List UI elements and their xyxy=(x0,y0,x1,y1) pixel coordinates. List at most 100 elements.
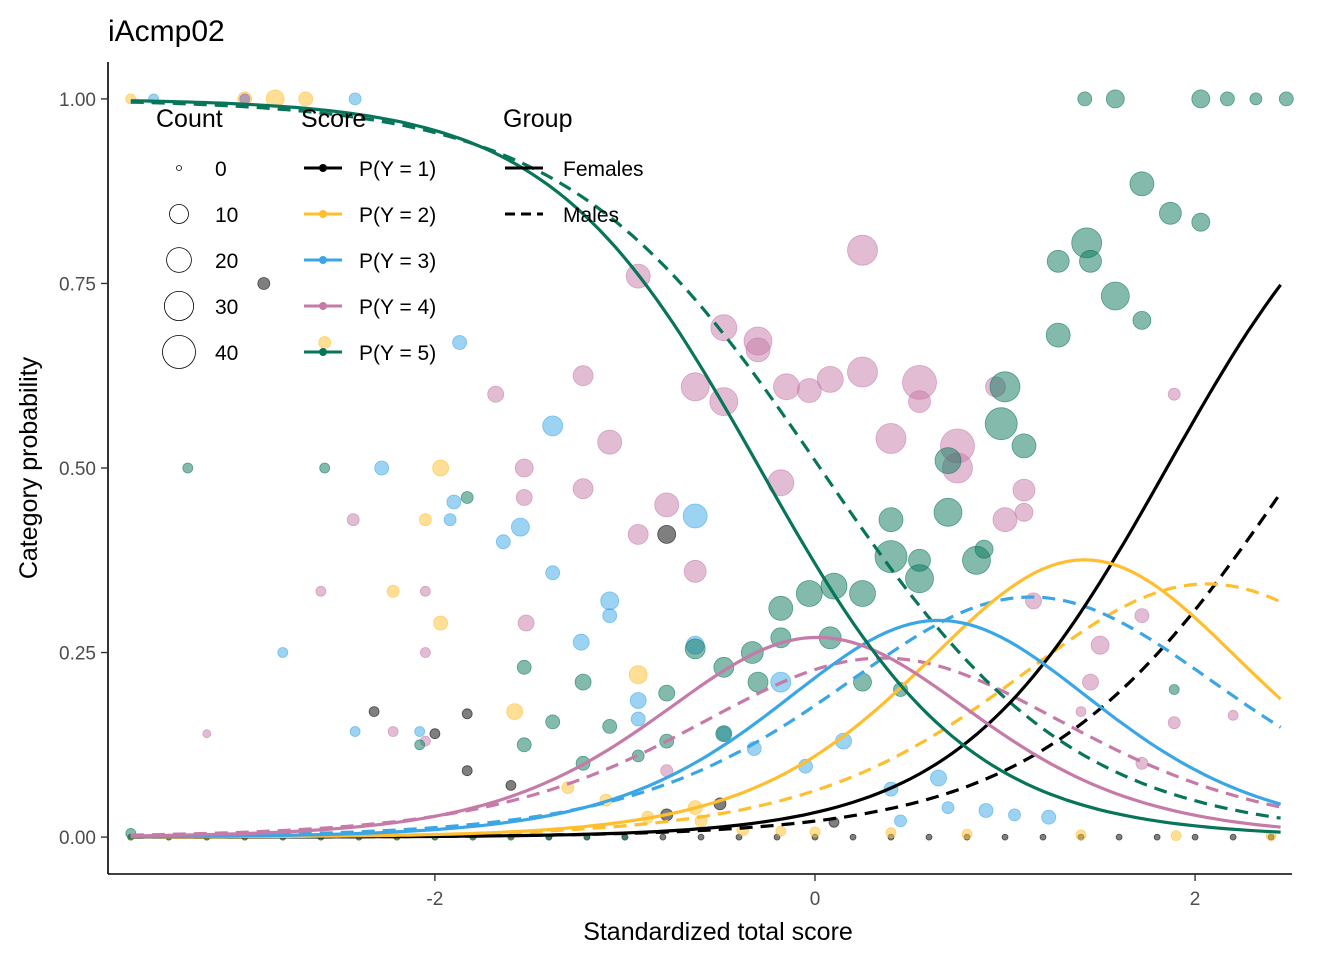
point-p4-41 xyxy=(1090,635,1110,655)
legend-key-p1-dot xyxy=(319,164,327,172)
point-p1-14 xyxy=(659,833,667,841)
curve-females-p2 xyxy=(130,558,1282,839)
point-p4-28 xyxy=(847,356,878,388)
point-p4-30 xyxy=(875,423,907,454)
point-p3-11 xyxy=(511,517,530,537)
point-p5-38 xyxy=(849,580,876,607)
legend-label-count: 40 xyxy=(215,342,238,365)
point-p5-41 xyxy=(874,540,908,573)
point-p5-15 xyxy=(182,462,194,474)
legend-label-count: 20 xyxy=(215,250,238,273)
point-p5-55 xyxy=(1105,89,1125,109)
legend-label-count: 10 xyxy=(215,204,238,227)
point-p3-2 xyxy=(348,92,362,106)
point-p1-34 xyxy=(461,765,473,777)
point-p5-40 xyxy=(878,507,904,533)
point-p3-8 xyxy=(452,335,468,350)
point-p2-15 xyxy=(318,336,332,349)
point-p5-37 xyxy=(820,572,848,600)
point-p3-6 xyxy=(414,726,426,737)
point-p5-60 xyxy=(1191,89,1211,109)
point-p1-36 xyxy=(505,780,517,791)
point-p5-62 xyxy=(1249,92,1263,106)
point-p3-5 xyxy=(374,460,390,476)
point-p4-5 xyxy=(419,585,431,597)
point-p5-24 xyxy=(602,719,618,734)
point-p2-13 xyxy=(265,89,285,109)
point-p5-65 xyxy=(1168,684,1180,695)
point-p5-26 xyxy=(658,684,676,702)
point-p5-49 xyxy=(1011,433,1037,459)
point-p3-9 xyxy=(446,494,462,510)
point-p4-42 xyxy=(1134,608,1150,623)
point-p3-15 xyxy=(600,591,620,611)
point-p3-32 xyxy=(941,801,955,814)
point-p4-29 xyxy=(847,234,878,266)
point-p4-14 xyxy=(597,429,623,455)
point-p5-25 xyxy=(631,749,645,763)
legend-group-title: Group xyxy=(503,105,572,133)
point-p2-29 xyxy=(809,826,821,838)
point-p4-2 xyxy=(315,585,327,597)
point-p2-23 xyxy=(628,665,648,685)
point-p2-33 xyxy=(1170,830,1182,841)
point-p1-29 xyxy=(1229,833,1237,841)
point-p3-3 xyxy=(277,647,289,658)
legend-group: Group Females Males xyxy=(503,105,644,227)
point-p4-10 xyxy=(514,458,534,478)
point-p3-30 xyxy=(1008,808,1021,822)
legend-label-p5: P(Y = 5) xyxy=(359,342,436,365)
point-p4-39 xyxy=(1025,592,1042,610)
point-p4-12 xyxy=(572,365,594,387)
point-p5-43 xyxy=(908,548,931,572)
point-p3-12 xyxy=(542,415,564,437)
y-tick-label: 0.50 xyxy=(59,459,96,480)
point-p3-13 xyxy=(545,565,561,581)
point-p4-45 xyxy=(1167,387,1181,401)
point-p1-24 xyxy=(1039,833,1047,841)
point-p2-31 xyxy=(961,828,973,840)
point-p5-35 xyxy=(795,580,823,607)
point-p1-31 xyxy=(257,277,271,290)
point-p3-20 xyxy=(682,503,708,529)
point-p2-18 xyxy=(432,459,450,477)
chart-title: iAcmp02 xyxy=(108,15,225,48)
point-p5-28 xyxy=(684,638,706,660)
point-p4-20 xyxy=(710,314,738,342)
point-p4-36 xyxy=(992,507,1018,533)
model-curves xyxy=(130,99,1282,839)
curve-females-p3 xyxy=(130,618,1282,839)
point-p1-38 xyxy=(657,525,677,544)
point-p4-25 xyxy=(773,373,800,401)
legend-label-p4: P(Y = 4) xyxy=(359,296,436,319)
point-p5-44 xyxy=(933,497,963,527)
point-p5-56 xyxy=(1129,171,1155,197)
legend: Count 0 10 20 30 40 Score P(Y = 1) P(Y = 2) P(… xyxy=(156,105,644,369)
point-p4-18 xyxy=(680,372,710,402)
point-p4-47 xyxy=(1075,706,1087,717)
legend-key-count-30 xyxy=(163,290,195,322)
point-p4-38 xyxy=(1014,502,1034,522)
point-p4-1 xyxy=(202,729,212,739)
point-p5-48 xyxy=(989,371,1021,403)
point-p2-19 xyxy=(433,615,449,631)
point-p3-17 xyxy=(630,711,646,727)
point-p3-28 xyxy=(930,769,947,787)
point-p3-31 xyxy=(1041,809,1057,825)
point-p3-18 xyxy=(629,692,647,709)
curve-females-p4 xyxy=(130,635,1281,838)
point-p5-21 xyxy=(545,714,561,730)
point-p5-63 xyxy=(1278,91,1294,107)
point-p5-57 xyxy=(1132,310,1152,330)
y-tick-label: 0.00 xyxy=(59,828,96,849)
legend-key-count-20 xyxy=(166,247,192,273)
point-p1-32 xyxy=(368,706,380,717)
point-p5-20 xyxy=(516,659,532,675)
x-axis-label: Standardized total score xyxy=(583,918,853,946)
point-p1-26 xyxy=(1115,833,1123,841)
legend-key-p4-dot xyxy=(319,302,327,310)
legend-label-p3: P(Y = 3) xyxy=(359,250,436,273)
legend-label-p2: P(Y = 2) xyxy=(359,204,436,227)
legend-label-count: 0 xyxy=(215,158,227,181)
